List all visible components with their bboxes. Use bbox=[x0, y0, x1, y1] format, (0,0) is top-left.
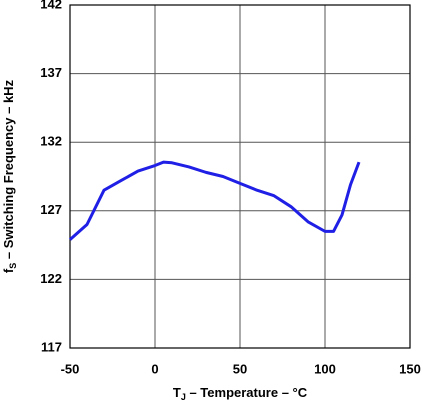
x-tick-label: -50 bbox=[61, 361, 80, 376]
y-tick-label: 137 bbox=[40, 65, 62, 80]
axis-label: fS – Switching Frequency – kHz bbox=[1, 79, 18, 273]
y-tick-label: 132 bbox=[40, 134, 62, 149]
x-tick-label: 100 bbox=[314, 361, 336, 376]
axis-label-part: – Temperature – °C bbox=[186, 385, 308, 400]
axis-label-subscript: J bbox=[181, 392, 186, 402]
axis-label-part: f bbox=[1, 268, 16, 273]
x-tick-label: 150 bbox=[399, 361, 421, 376]
y-tick-label: 117 bbox=[41, 339, 62, 354]
x-tick-label: 0 bbox=[151, 361, 158, 376]
axis-label-subscript: S bbox=[8, 263, 18, 269]
y-tick-label: 127 bbox=[40, 202, 62, 217]
plot-frame bbox=[69, 4, 411, 349]
y-tick-label: 142 bbox=[40, 0, 62, 11]
axis-label-part: T bbox=[173, 385, 181, 400]
axis-label-part: – Switching Frequency – kHz bbox=[1, 79, 16, 262]
x-tick-label: 50 bbox=[233, 361, 247, 376]
y-tick-label: 122 bbox=[40, 271, 62, 286]
axis-label: TJ – Temperature – °C bbox=[173, 385, 308, 402]
data-line bbox=[69, 160, 361, 241]
